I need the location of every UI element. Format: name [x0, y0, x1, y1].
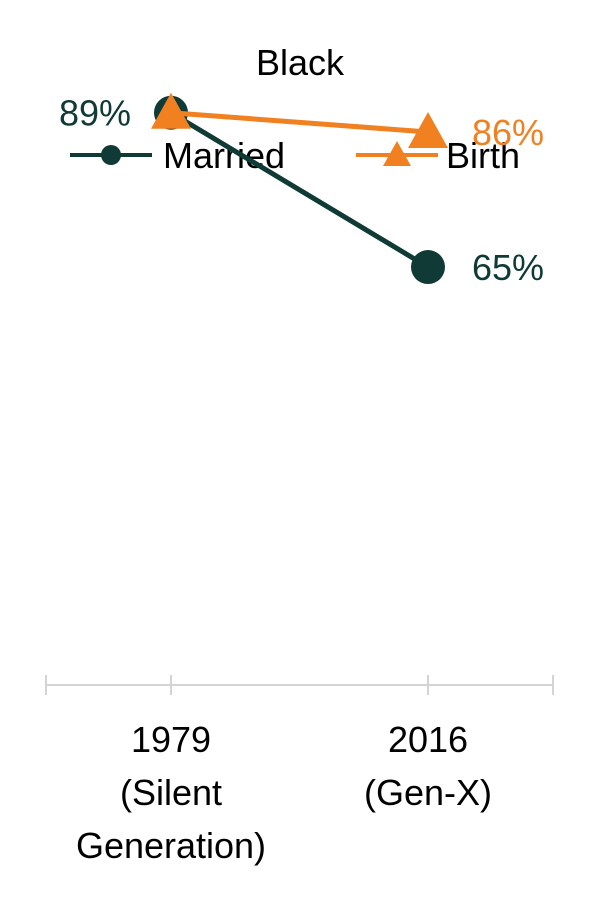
series-line-married	[169, 110, 430, 270]
legend-birth-label: Birth	[446, 135, 520, 176]
series-layer: 89% 65% 86%	[59, 92, 544, 288]
x-tick-labels: 1979 (Silent Generation) 2016 (Gen-X)	[76, 719, 492, 866]
legend-birth-marker	[383, 141, 411, 166]
legend: Married Birth	[70, 135, 520, 176]
data-label-birth-2016: 86%	[472, 112, 544, 153]
legend-item-birth: Birth	[356, 135, 520, 176]
legend-married-marker	[101, 145, 121, 165]
point-birth-1979	[151, 92, 191, 129]
x-tick-label-line: (Silent	[120, 772, 222, 813]
chart-title: Black	[256, 42, 345, 83]
x-tick-label-2016: 2016 (Gen-X)	[364, 719, 492, 813]
data-label-married-1979: 89%	[59, 93, 131, 134]
x-tick-label-line: Generation)	[76, 825, 266, 866]
x-tick-label-line: 2016	[388, 719, 468, 760]
series-line-birth	[170, 110, 429, 135]
x-tick-label-line: (Gen-X)	[364, 772, 492, 813]
point-married-2016	[411, 250, 445, 285]
legend-item-married: Married	[70, 135, 285, 176]
data-label-married-2016: 65%	[472, 247, 544, 288]
point-birth-2016	[408, 112, 448, 149]
x-tick-label-line: 1979	[131, 719, 211, 760]
x-tick-label-1979: 1979 (Silent Generation)	[76, 719, 266, 866]
